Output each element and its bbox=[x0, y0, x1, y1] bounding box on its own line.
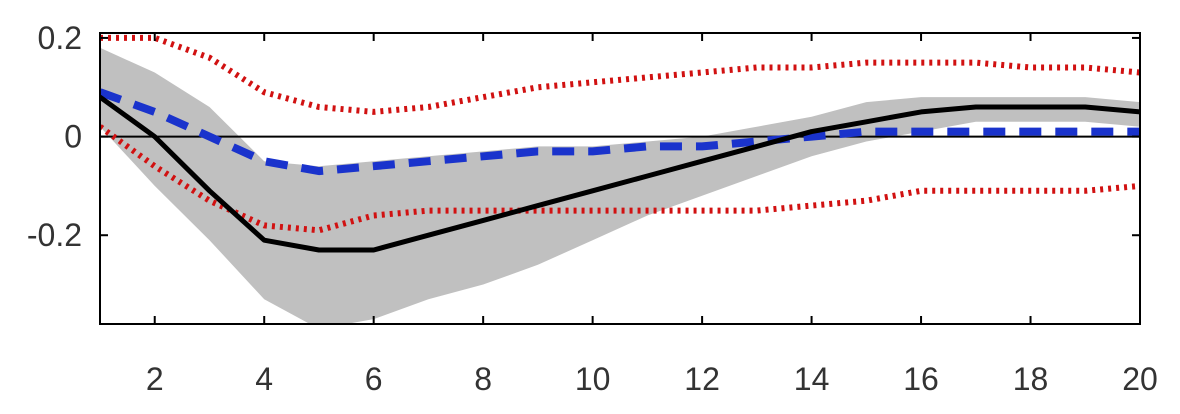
x-tick-label: 12 bbox=[684, 361, 720, 397]
x-tick-label: 16 bbox=[903, 361, 939, 397]
x-tick-label: 6 bbox=[365, 361, 383, 397]
series-dotted-band-line-2 bbox=[100, 124, 1140, 234]
x-tick-label: 18 bbox=[1013, 361, 1049, 397]
series-dashed-line bbox=[100, 88, 1140, 176]
plot-frame bbox=[99, 32, 1141, 325]
y-tick-label: -0.2 bbox=[27, 217, 82, 253]
series-dotted-band-line-1 bbox=[100, 34, 1140, 115]
series-solid-line bbox=[100, 94, 1140, 253]
x-tick-label: 8 bbox=[474, 361, 492, 397]
y-tick-label: 0.2 bbox=[38, 20, 82, 56]
x-tick-label: 20 bbox=[1122, 361, 1158, 397]
x-tick-label: 2 bbox=[146, 361, 164, 397]
x-tick-label: 10 bbox=[575, 361, 611, 397]
x-tick-label: 14 bbox=[794, 361, 830, 397]
y-tick-label: 0 bbox=[64, 119, 82, 155]
x-tick-label: 4 bbox=[255, 361, 273, 397]
